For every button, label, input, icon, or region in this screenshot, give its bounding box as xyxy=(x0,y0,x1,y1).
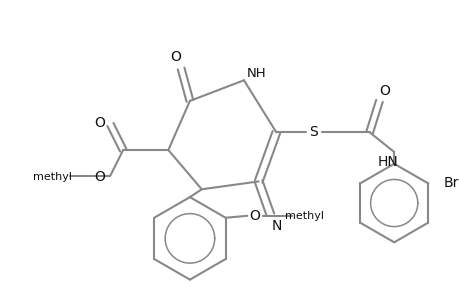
Text: O: O xyxy=(94,170,105,184)
Text: O: O xyxy=(94,116,105,130)
Text: O: O xyxy=(249,209,260,223)
Text: methyl: methyl xyxy=(284,211,323,221)
Text: N: N xyxy=(270,219,281,232)
Text: O: O xyxy=(169,50,180,64)
Text: Br: Br xyxy=(443,176,459,190)
Text: HN: HN xyxy=(377,155,398,169)
Text: S: S xyxy=(308,125,317,139)
Text: O: O xyxy=(378,84,389,98)
Text: methyl: methyl xyxy=(33,172,72,182)
Text: NH: NH xyxy=(246,67,266,80)
